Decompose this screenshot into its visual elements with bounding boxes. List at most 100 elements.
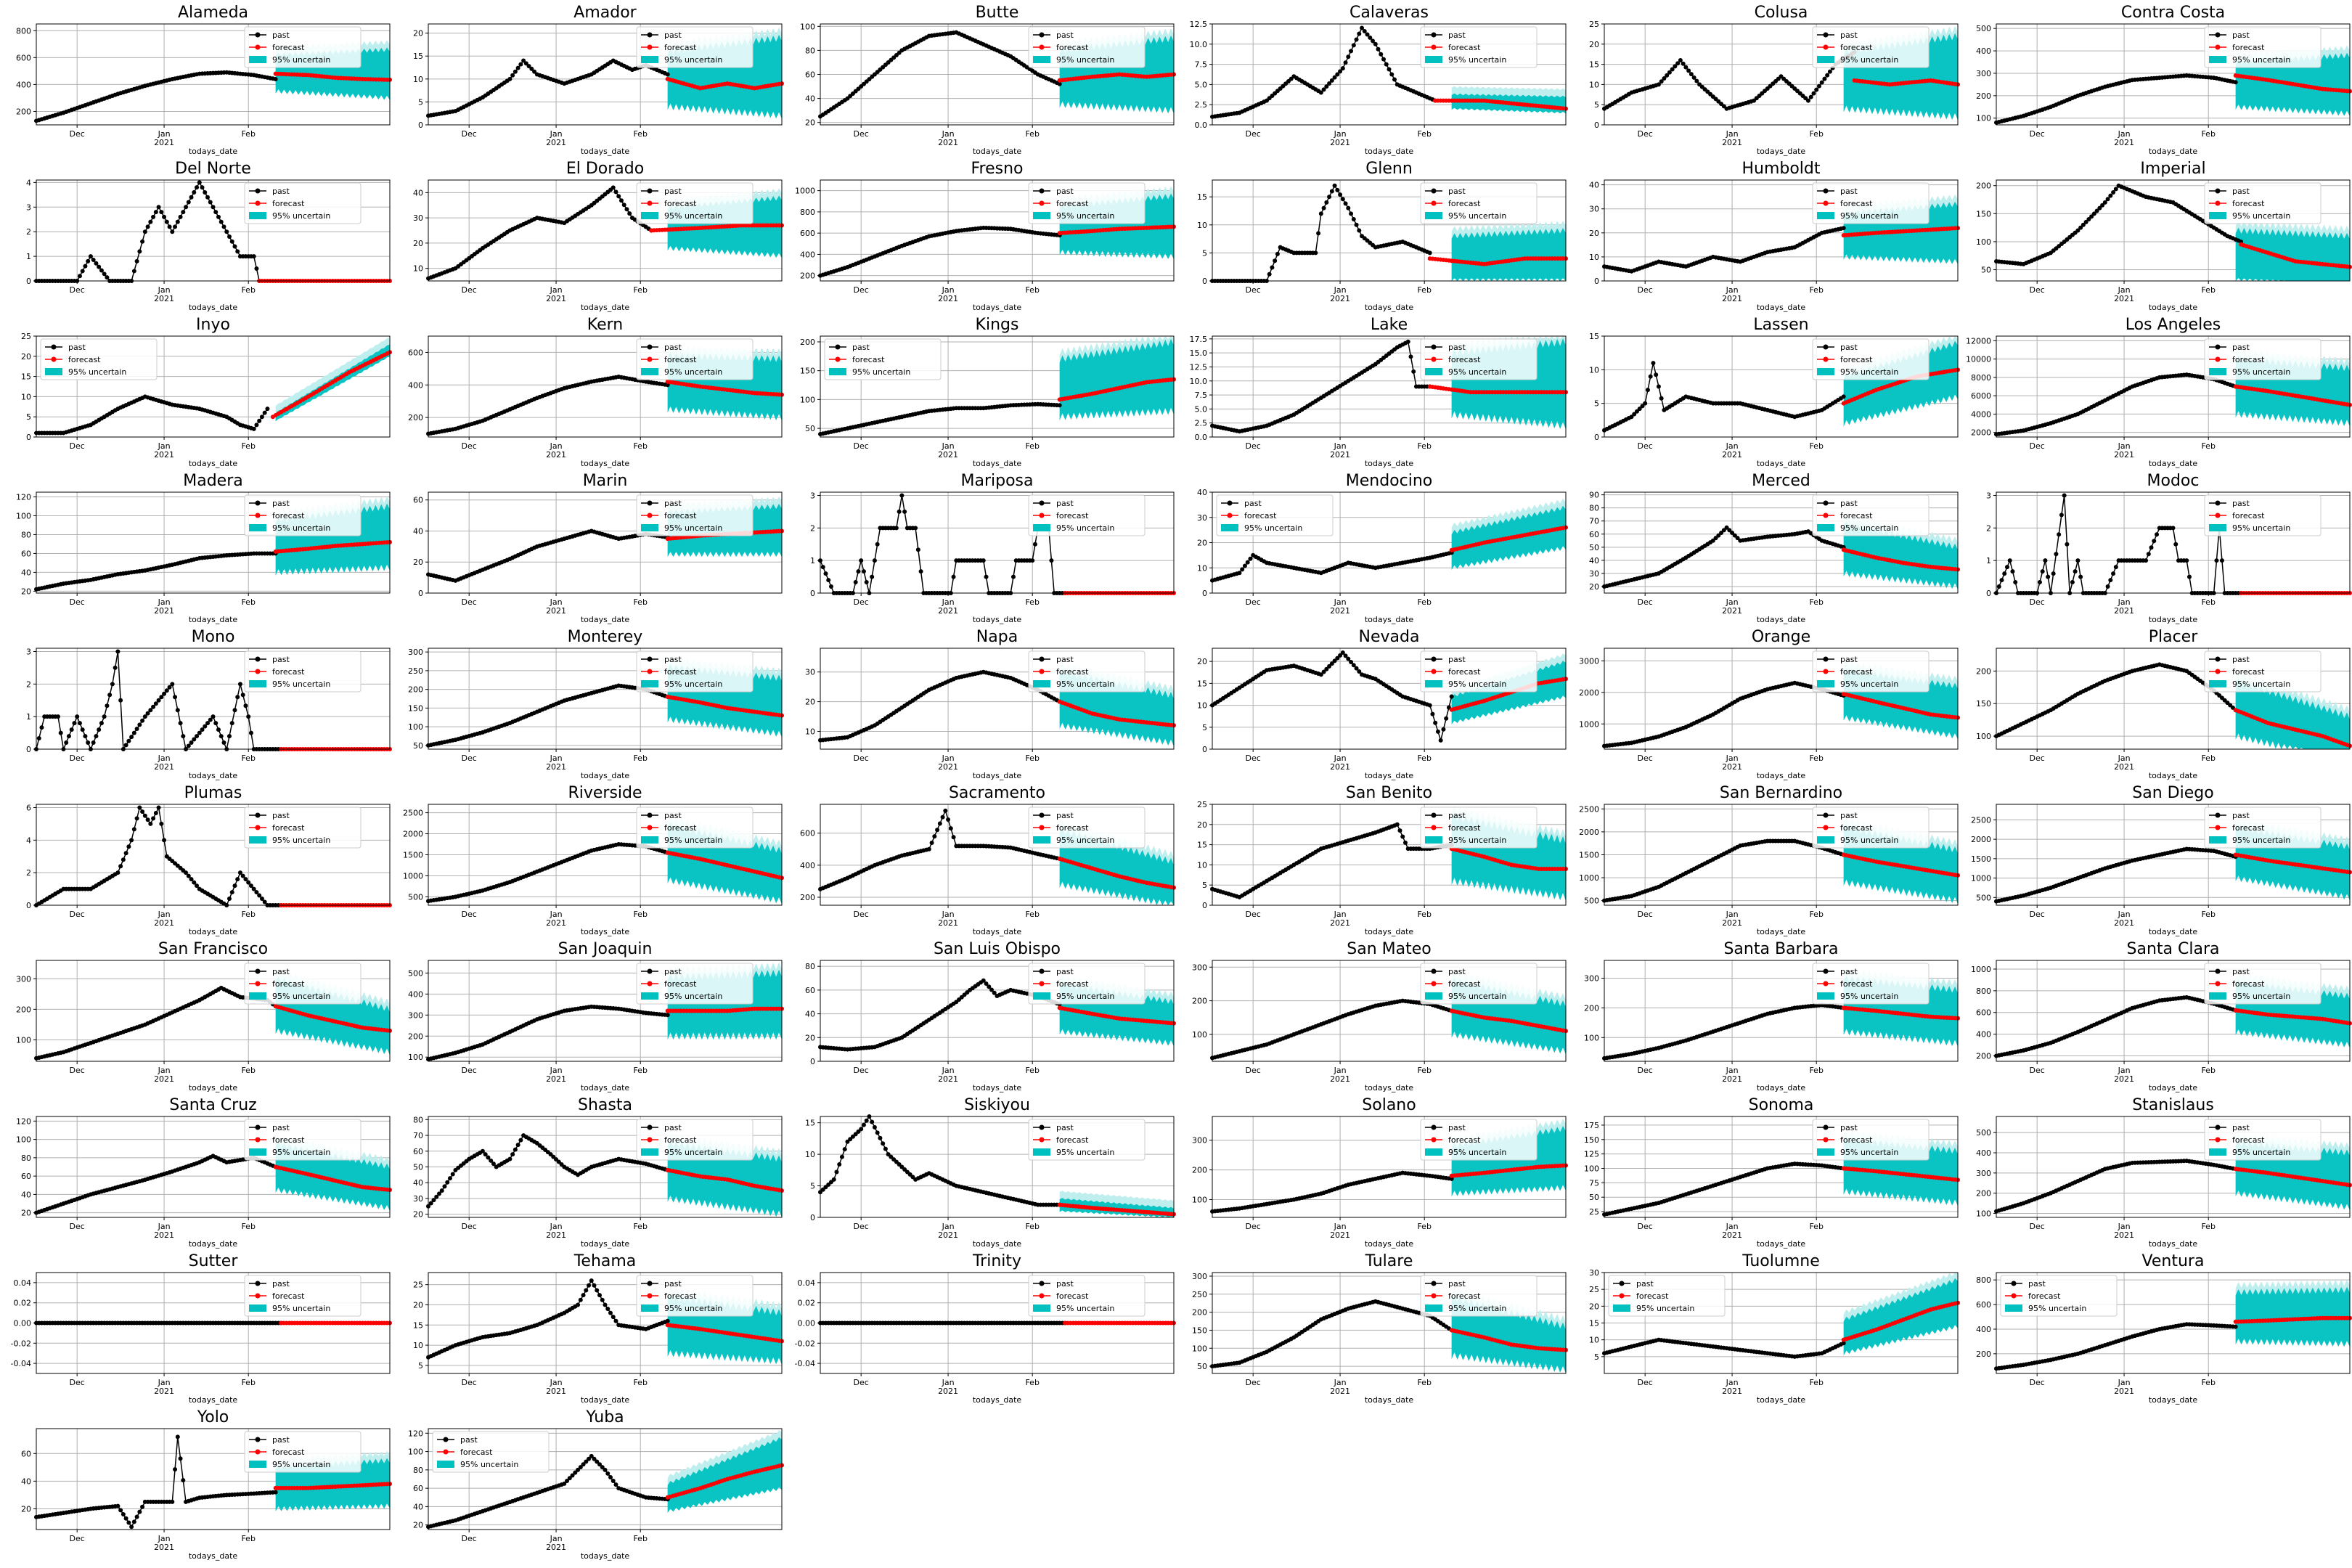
- past-point: [72, 721, 77, 726]
- past-point: [224, 229, 229, 234]
- x-tick-label: Dec: [70, 754, 85, 763]
- past-point: [1354, 222, 1359, 227]
- past-point: [137, 249, 142, 254]
- past-point: [1340, 650, 1345, 656]
- past-point: [195, 185, 200, 190]
- past-point: [151, 704, 156, 709]
- past-point: [1659, 396, 1664, 401]
- y-tick-label: 10: [413, 264, 423, 274]
- past-point: [1632, 412, 1637, 417]
- past-point: [859, 558, 864, 563]
- y-tick-label: 1: [1986, 556, 1991, 565]
- past-point: [872, 558, 877, 563]
- past-point: [197, 180, 202, 185]
- legend-label: 95% uncertain: [272, 679, 330, 689]
- y-tick-label: 5: [418, 97, 423, 107]
- x-tick-label: Dec: [462, 129, 477, 139]
- x-axis-label: todays_date: [581, 459, 630, 468]
- plot-frame: [1212, 648, 1567, 750]
- y-tick-label: 30: [1589, 569, 1599, 579]
- past-point: [1327, 81, 1332, 86]
- x-tick-label: 2021: [1330, 138, 1350, 147]
- past-point: [83, 264, 88, 269]
- past-point: [195, 734, 200, 739]
- plot-frame: [36, 491, 391, 594]
- y-tick-label: 0: [26, 433, 31, 442]
- y-tick-label: 40: [1197, 488, 1207, 497]
- x-tick-label: Dec: [1246, 285, 1261, 295]
- past-point: [211, 205, 216, 210]
- legend-marker-patch: [249, 524, 266, 531]
- legend-label: forecast: [2232, 355, 2265, 364]
- x-tick-label: Dec: [1638, 597, 1653, 607]
- past-point: [2013, 580, 2018, 585]
- y-tick-label: 400: [408, 380, 423, 390]
- past-point: [1376, 46, 1381, 52]
- past-point: [246, 714, 251, 719]
- past-point: [1732, 533, 1737, 538]
- x-tick-label: 2021: [154, 450, 174, 460]
- past-point: [1640, 404, 1645, 409]
- past-point: [173, 695, 178, 700]
- past-point: [1637, 407, 1642, 412]
- past-point: [1237, 571, 1242, 576]
- plot-frame: [1996, 491, 2351, 594]
- plot-frame: [820, 179, 1175, 282]
- legend-box: [824, 338, 942, 380]
- plot-frame: [1212, 179, 1567, 282]
- past-point: [2037, 580, 2042, 585]
- legend-marker-point: [51, 344, 57, 350]
- past-point: [80, 727, 85, 732]
- past-point: [1338, 192, 1343, 197]
- y-tick-label: 200: [16, 107, 31, 116]
- past-point: [1343, 201, 1348, 206]
- past-point: [145, 224, 150, 229]
- x-tick-label: Dec: [2030, 129, 2045, 139]
- y-tick-label: 30: [413, 213, 423, 223]
- x-tick-label: 2021: [1722, 138, 1742, 147]
- legend-marker-point: [1039, 32, 1045, 38]
- y-tick-label: 8000: [1971, 373, 1991, 383]
- past-point: [219, 734, 224, 739]
- past-point: [523, 61, 528, 66]
- past-point: [235, 695, 240, 700]
- y-tick-label: 100: [800, 395, 815, 404]
- legend-box: [244, 26, 362, 68]
- past-point: [2186, 574, 2192, 579]
- y-tick-label: 60: [805, 70, 815, 80]
- legend-marker-patch: [249, 56, 266, 63]
- legend-marker-point: [1039, 500, 1045, 506]
- past-point: [1719, 530, 1724, 535]
- legend-label: past: [2232, 343, 2250, 352]
- past-point: [123, 743, 128, 748]
- past-point: [1411, 369, 1416, 374]
- legend-label: past: [1448, 655, 1466, 664]
- y-tick-label: 150: [1976, 209, 1991, 219]
- x-tick-label: 2021: [154, 762, 174, 772]
- legend-marker-point: [1039, 669, 1045, 674]
- past-point: [99, 721, 104, 726]
- y-tick-label: 6000: [1971, 391, 1991, 401]
- legend-label: 95% uncertain: [1056, 523, 1114, 533]
- past-point: [1245, 560, 1250, 565]
- y-tick-label: 600: [408, 348, 423, 357]
- past-point: [507, 76, 513, 81]
- past-point: [167, 685, 172, 690]
- x-tick-label: Feb: [1025, 754, 1039, 763]
- x-tick-label: Feb: [1025, 441, 1039, 451]
- legend-label: 95% uncertain: [852, 367, 910, 377]
- plot-frame: [36, 335, 391, 438]
- past-point: [1438, 738, 1443, 743]
- y-tick-label: 20: [413, 558, 423, 567]
- x-tick-label: Dec: [1246, 441, 1261, 451]
- past-point: [156, 205, 161, 210]
- y-tick-label: 1: [26, 252, 31, 261]
- y-tick-label: 5.0: [1195, 80, 1208, 89]
- y-tick-label: 90: [1589, 491, 1599, 500]
- legend-marker-point: [2215, 44, 2221, 50]
- past-point: [1316, 231, 1321, 236]
- legend-label: forecast: [2232, 511, 2265, 520]
- x-axis-label: todays_date: [189, 303, 238, 312]
